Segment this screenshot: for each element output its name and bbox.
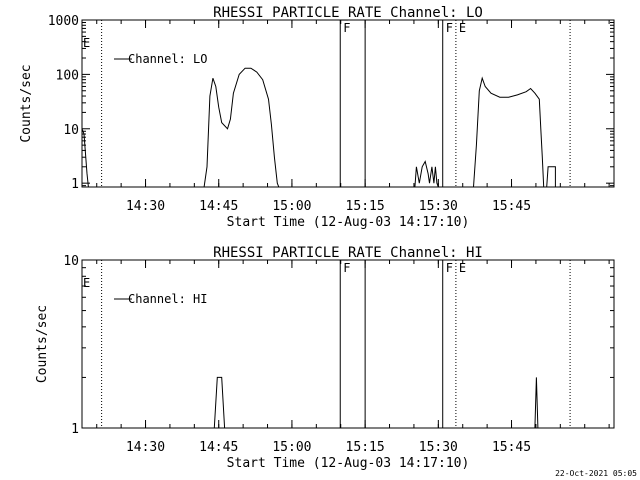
x-tick-label: 15:15 (346, 199, 385, 214)
y-tick-label: 10 (63, 123, 79, 138)
x-tick-label: 14:45 (199, 199, 238, 214)
chart-title: RHESSI PARTICLE_RATE Channel: LO (213, 5, 483, 21)
event-label: F (343, 261, 350, 275)
x-tick-label: 15:45 (492, 199, 531, 214)
y-axis-label: Counts/sec (19, 64, 34, 142)
event-label: E (459, 261, 466, 275)
y-axis-label: Counts/sec (35, 305, 50, 383)
legend-label: Channel: HI (128, 292, 207, 306)
x-tick-label: 15:00 (272, 440, 311, 455)
x-tick-label: 15:45 (492, 440, 531, 455)
event-label: F (343, 21, 350, 35)
left-edge-event-label: E (83, 276, 90, 290)
x-tick-label: 14:30 (126, 199, 165, 214)
x-axis-label: Start Time (12-Aug-03 14:17:10) (227, 456, 470, 471)
series-line (82, 67, 556, 187)
y-tick-label: 1 (71, 422, 79, 437)
x-tick-label: 14:30 (126, 440, 165, 455)
chart-panel-1: RHESSI PARTICLE_RATE Channel: LO 1 10 100 10… (19, 5, 615, 230)
x-tick-label: 15:30 (419, 199, 458, 214)
y-tick-label: 100 (56, 68, 79, 83)
chart-panel-2: RHESSI PARTICLE_RATE Channel: HI 1 10 14:30… (35, 245, 615, 471)
event-label: F (446, 261, 453, 275)
y-tick-label: 10 (63, 254, 79, 269)
event-label: F (446, 21, 453, 35)
x-tick-label: 15:15 (346, 440, 385, 455)
y-tick-label: 1 (71, 177, 79, 192)
x-tick-label: 15:00 (272, 199, 311, 214)
footer-timestamp: 22-Oct-2021 05:05 (555, 469, 637, 478)
left-edge-event-label: E (83, 36, 90, 50)
x-tick-label: 15:30 (419, 440, 458, 455)
legend-label: Channel: LO (128, 52, 207, 66)
chart-title: RHESSI PARTICLE_RATE Channel: HI (213, 245, 483, 261)
series-line (82, 376, 614, 428)
x-tick-label: 14:45 (199, 440, 238, 455)
y-tick-label: 1000 (48, 14, 79, 29)
x-axis-label: Start Time (12-Aug-03 14:17:10) (227, 215, 470, 230)
event-label: E (459, 21, 466, 35)
